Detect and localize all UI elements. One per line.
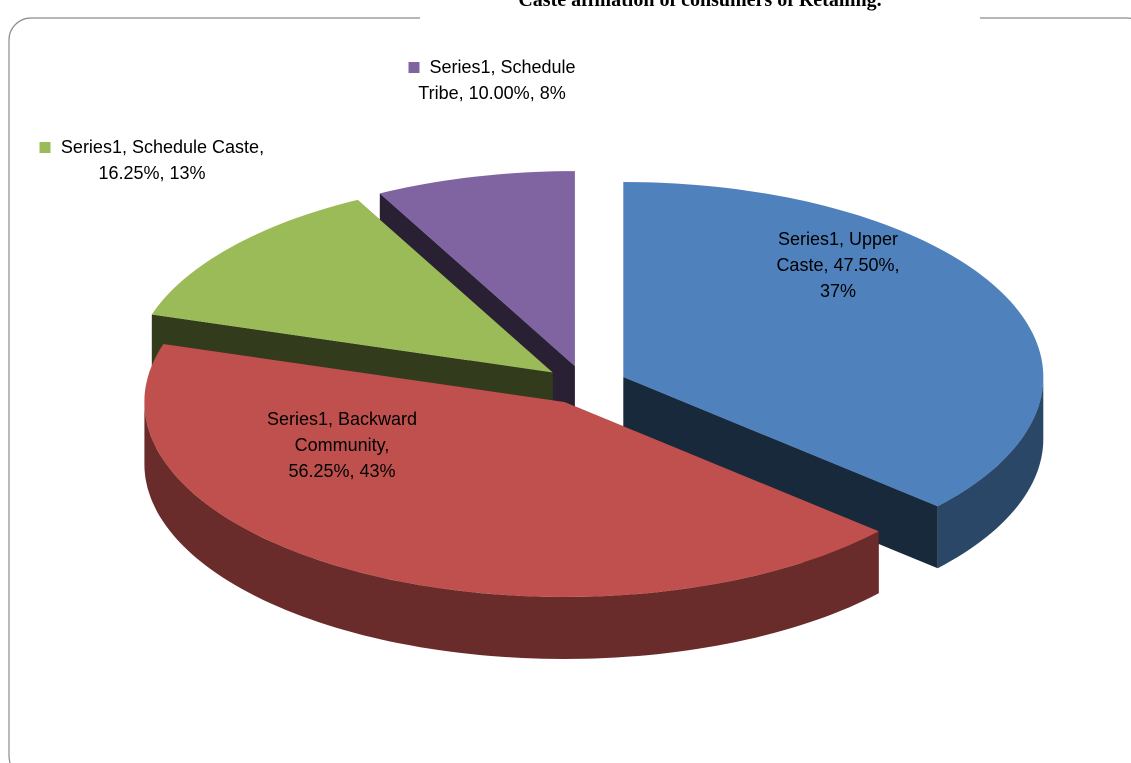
label-part: 13% [160,163,206,183]
label-part: Series1 [60,137,122,157]
label-part: Series1 [777,229,839,249]
slice-outer-wall [937,377,1044,569]
data-label: Series1Schedule Tribe10.00%8% [390,54,595,106]
slice-top [151,199,553,373]
slice [623,182,1044,569]
title-backing [420,0,980,22]
slice-top [623,182,1044,507]
slice-top [144,344,879,597]
slice-outer-wall [144,402,879,659]
label-part: 47.50% [823,255,894,275]
slice-top [379,171,575,367]
label-part: 43% [350,461,396,481]
data-label: Series1Backward Community56.25%43% [260,406,425,484]
label-part: Series1 [266,409,328,429]
label-part: 8% [530,83,566,103]
label-part: Schedule Caste [122,137,259,157]
data-label: Series1Schedule Caste16.25%13% [35,134,270,186]
label-part: 10.00% [459,83,530,103]
legend-key [39,142,51,153]
slice-side-wall [623,377,938,569]
label-part: Series1 [429,57,491,77]
data-label: Series1Upper Caste47.50%37% [768,226,908,304]
chart-title: Caste affiliation of consumers of Retail… [518,0,881,11]
legend-key [408,62,420,73]
slice [144,344,879,659]
